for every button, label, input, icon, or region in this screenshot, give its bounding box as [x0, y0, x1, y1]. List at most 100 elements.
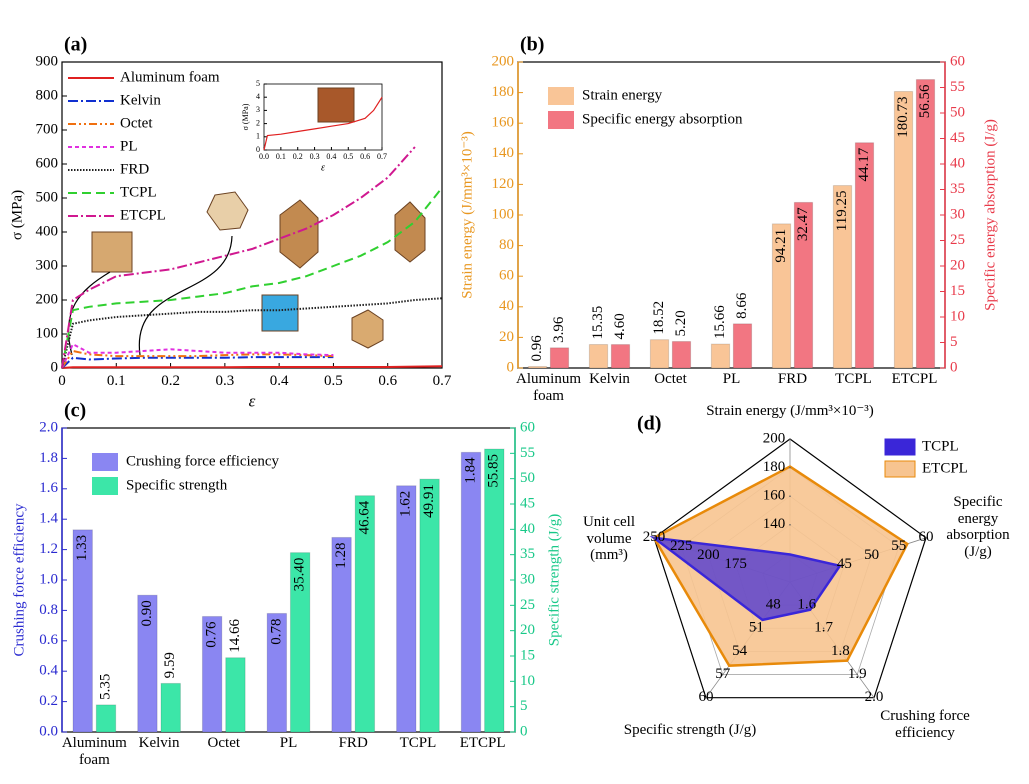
- radar-tick-label: 175: [724, 556, 747, 572]
- radar-tick: [707, 554, 710, 557]
- y2-tick-label: 15: [950, 283, 965, 299]
- x-tick-label-text: Kelvin: [589, 371, 630, 387]
- radar-tick-label: 200: [763, 430, 786, 446]
- value-label: 0.90: [139, 600, 155, 626]
- x-tick-label-text: TCPL: [835, 371, 872, 387]
- radar-tick: [839, 650, 842, 653]
- legend-label: Specific strength: [126, 477, 228, 493]
- x-tick-label: 0.3: [310, 152, 320, 161]
- y2-tick-label: 0: [950, 359, 958, 375]
- octet-cell: [91, 231, 133, 273]
- bar: [137, 594, 158, 733]
- data-line: [61, 342, 334, 369]
- y-tick-label: 900: [36, 53, 59, 69]
- x-tick-label: 0.1: [107, 373, 126, 389]
- radar-area: [649, 536, 842, 622]
- bar: [710, 343, 731, 369]
- y2-tick-label: 35: [520, 546, 535, 562]
- x-tick-label: Aluminum foam: [516, 371, 581, 404]
- bar: [893, 90, 914, 369]
- y2-tick-label: 40: [950, 155, 965, 171]
- legend-label: TCPL: [922, 438, 959, 454]
- value-label: 46.64: [356, 500, 372, 534]
- value-label: 5.20: [673, 310, 689, 336]
- y2-tick-label: 25: [950, 232, 965, 248]
- value-label: 5.35: [97, 674, 113, 700]
- x-tick-label: 0.2: [161, 373, 180, 389]
- value-label: 9.59: [162, 652, 178, 678]
- radar-tick: [925, 537, 927, 539]
- radar-tick-label: 54: [732, 643, 748, 659]
- y-tick-label: 2.0: [39, 419, 58, 435]
- radar-axis-label-text: Strain energy (J/mm³×10⁻³): [706, 403, 874, 419]
- x-tick-label-text: PL: [722, 371, 741, 387]
- y-tick-label: 0.8: [39, 602, 58, 618]
- pl-cell: [351, 309, 384, 349]
- y2-tick-label: 55: [520, 445, 535, 461]
- value-label: 94.21: [773, 229, 789, 263]
- bar: [460, 451, 482, 733]
- legend-label: Aluminum foam: [120, 69, 220, 85]
- y2-tick-label: 60: [520, 419, 535, 435]
- x-tick-label-text: PL: [279, 735, 298, 751]
- radar-tick-label: 1.7: [814, 620, 833, 636]
- legend-swatch: [92, 453, 118, 471]
- value-label: 8.66: [734, 292, 750, 319]
- y2-tick-label: 60: [950, 53, 965, 69]
- legend-swatch: [548, 111, 574, 129]
- y-tick-label: 0: [51, 359, 59, 375]
- radar-axis-label: Unit cell volume (mm³): [582, 514, 636, 563]
- data-line: [61, 365, 443, 369]
- bar: [419, 478, 440, 733]
- bar: [671, 340, 692, 369]
- x-tick-label-text: Aluminum foam: [61, 735, 127, 768]
- x-tick-label: 0.1: [276, 152, 286, 161]
- y-axis-label: Strain energy (J/mm³×10⁻³): [459, 131, 475, 299]
- radar-tick-label: 57: [715, 666, 731, 682]
- radar-tick-label: 1.6: [797, 597, 816, 613]
- panel-title: (d): [637, 413, 661, 435]
- frd-cell: [261, 294, 299, 332]
- bar: [354, 495, 376, 733]
- x-tick-label: 0.7: [433, 373, 452, 389]
- y-tick-label: 60: [499, 268, 514, 284]
- y-tick-label: 0: [256, 145, 260, 154]
- radar-tick-label: 225: [670, 538, 693, 554]
- x-axis-label: ε: [249, 391, 256, 410]
- radar-tick: [789, 524, 791, 526]
- value-label: 14.66: [227, 618, 243, 652]
- y2-tick-label: 45: [520, 495, 535, 511]
- bar: [484, 448, 505, 733]
- value-label: 55.85: [486, 454, 502, 488]
- y-tick-label: 500: [36, 189, 59, 205]
- y-tick-label: 200: [492, 53, 515, 69]
- y-tick-label: 800: [36, 87, 59, 103]
- y-tick-label: 20: [499, 329, 514, 345]
- y-axis-label: Crushing force efficiency: [11, 503, 27, 656]
- radar-tick: [653, 537, 655, 539]
- radar-tick: [856, 673, 859, 676]
- legend-swatch: [884, 438, 916, 456]
- x-tick-label: PL: [279, 735, 298, 751]
- y2-tick-label: 10: [520, 673, 535, 689]
- plot-frame: [517, 61, 946, 369]
- plot-frame: [263, 83, 383, 151]
- bar: [72, 529, 93, 733]
- panel-title: (b): [520, 34, 544, 56]
- radar-tick-label: 51: [749, 620, 764, 636]
- value-label: 44.17: [856, 147, 872, 181]
- radar-tick: [680, 545, 682, 548]
- legend-label: FRD: [120, 161, 149, 177]
- y2-tick-label: 55: [950, 79, 965, 95]
- radar-tick: [873, 696, 875, 699]
- radar-axis-label-text: Unit cell volume (mm³): [582, 514, 636, 563]
- x-tick-label: Aluminum foam: [61, 735, 127, 768]
- legend-swatch: [884, 460, 916, 478]
- y2-tick-label: 25: [520, 597, 535, 613]
- x-tick-label: TCPL: [835, 371, 872, 387]
- radar-tick-label: 250: [643, 529, 666, 545]
- radar-tick: [789, 466, 791, 469]
- data-line: [61, 356, 334, 369]
- y-tick-label: 1.8: [39, 450, 58, 466]
- x-tick-label-text: ETCPL: [891, 371, 938, 387]
